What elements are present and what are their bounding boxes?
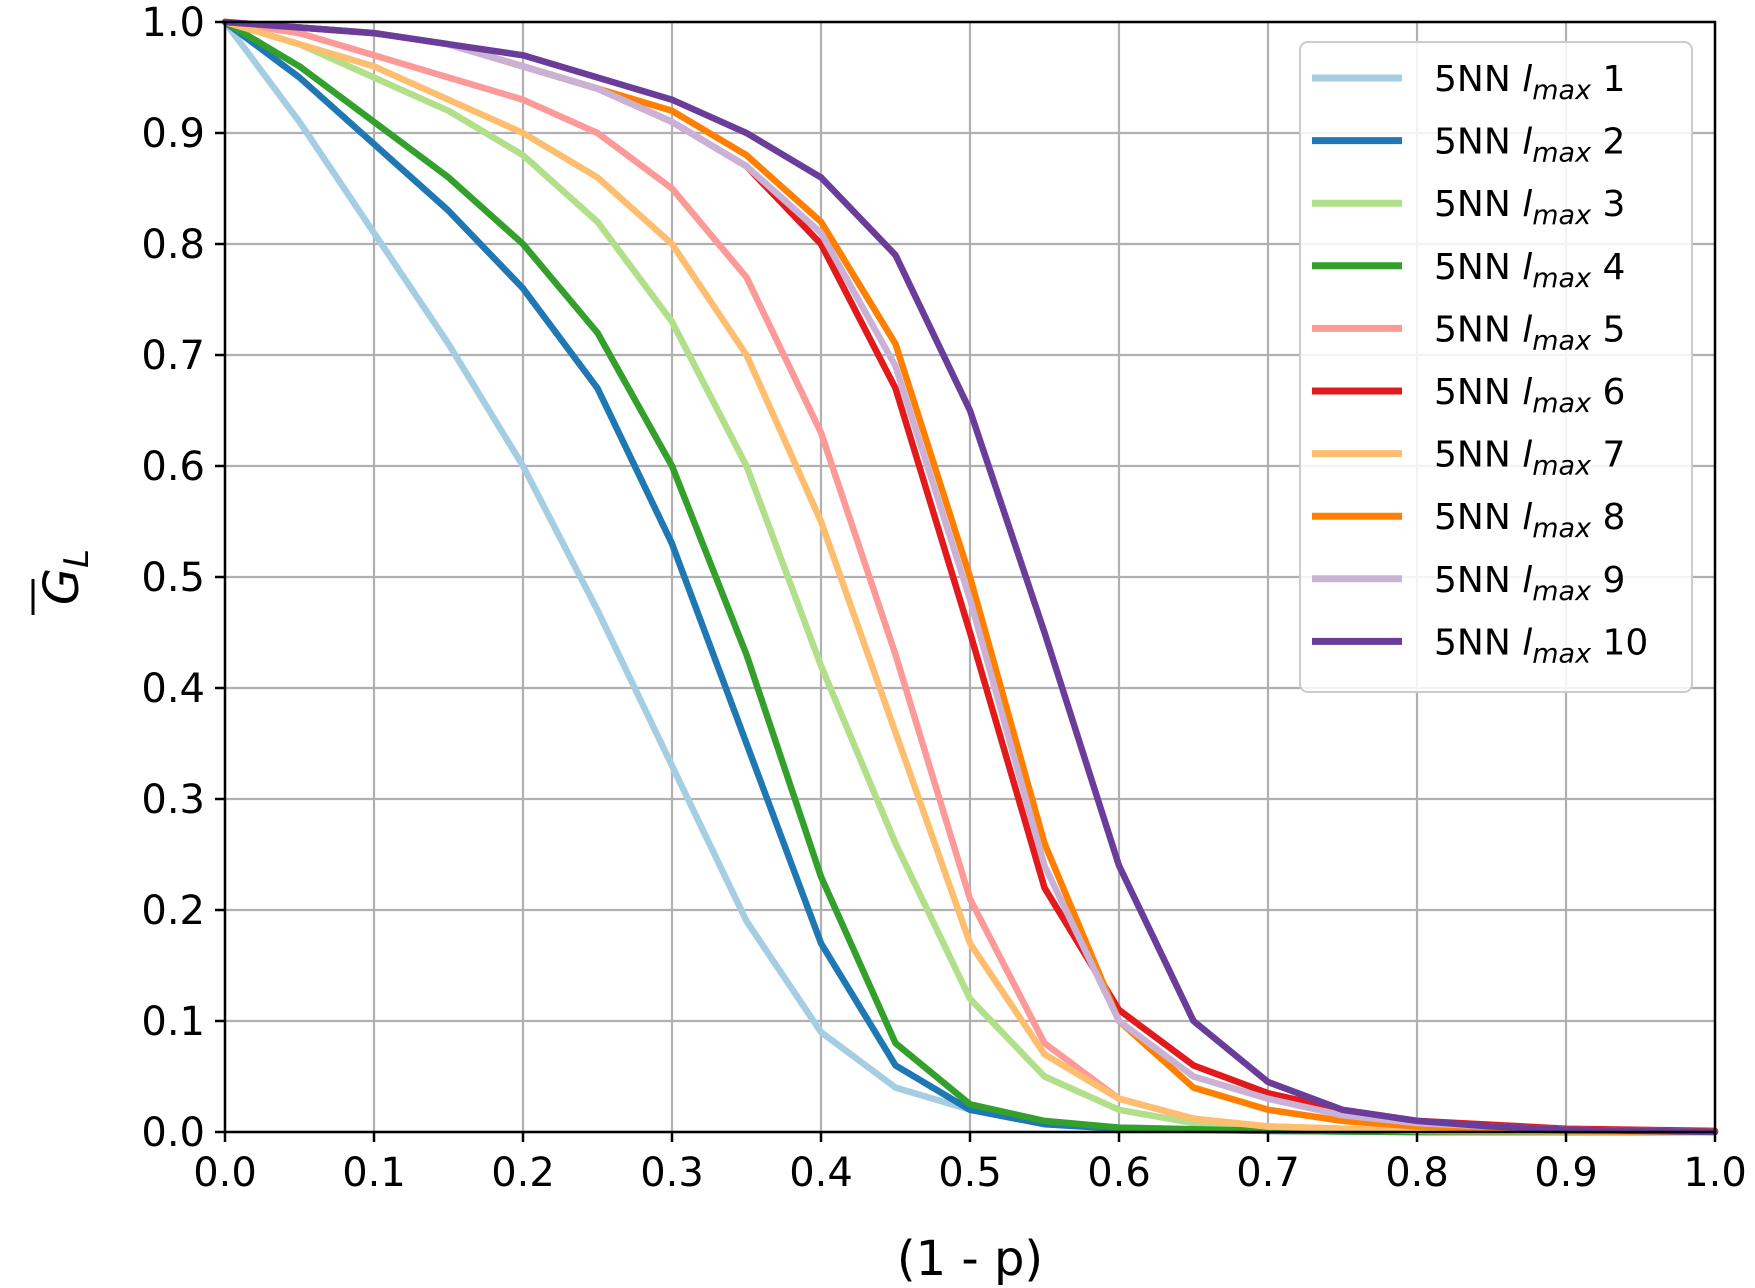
legend-label-suffix: 1: [1591, 59, 1625, 100]
x-tick-label: 0.7: [1236, 1150, 1300, 1196]
legend-label-sub: max: [1532, 638, 1592, 669]
legend-label-sub: max: [1532, 325, 1592, 356]
legend-label-main: l: [1522, 435, 1532, 476]
legend-label-main: l: [1522, 622, 1532, 663]
legend-label-main: l: [1522, 497, 1532, 538]
legend-label-suffix: 8: [1591, 497, 1625, 538]
series-line-7: [221, 18, 1719, 1136]
legend-label-suffix: 9: [1591, 560, 1625, 601]
x-tick-label: 0.6: [1087, 1150, 1151, 1196]
legend-label-suffix: 6: [1591, 372, 1625, 413]
y-tick-label: 0.0: [141, 1110, 205, 1156]
legend-label-sub: max: [1532, 388, 1592, 419]
legend-label-prefix: 5NN: [1434, 247, 1522, 288]
y-axis-label-sub: L: [57, 549, 97, 568]
y-tick-label: 0.9: [141, 111, 205, 157]
legend-label-4: 5NN lmax 4: [1434, 247, 1625, 294]
series-layer: [221, 18, 1719, 1136]
x-tick-label: 0.0: [193, 1150, 257, 1196]
legend-label-suffix: 3: [1591, 184, 1625, 225]
y-tick-label: 0.6: [141, 444, 205, 490]
legend-label-sub: max: [1532, 138, 1592, 169]
y-tick-label: 0.8: [141, 222, 205, 268]
legend-label-prefix: 5NN: [1434, 622, 1522, 663]
svg-text:GL: GL: [34, 549, 97, 605]
x-tick-label: 0.9: [1534, 1150, 1598, 1196]
x-tick-label: 0.2: [491, 1150, 555, 1196]
legend-label-main: l: [1522, 184, 1532, 225]
x-tick-label: 1.0: [1683, 1150, 1747, 1196]
y-tick-label: 0.3: [141, 777, 205, 823]
x-tick-label: 0.1: [342, 1150, 406, 1196]
legend-label-prefix: 5NN: [1434, 122, 1522, 163]
y-tick-label: 0.7: [141, 333, 205, 379]
legend-label-prefix: 5NN: [1434, 372, 1522, 413]
y-axis-label-main: G: [34, 568, 90, 605]
x-tick-label: 0.5: [938, 1150, 1002, 1196]
legend-label-sub: max: [1532, 451, 1592, 482]
x-axis-label: (1 - p): [897, 1231, 1043, 1287]
x-tick-label: 0.4: [789, 1150, 853, 1196]
series-line-10: [221, 18, 1719, 1136]
legend-label-prefix: 5NN: [1434, 59, 1522, 100]
legend-label-7: 5NN lmax 7: [1434, 435, 1625, 482]
legend-label-sub: max: [1532, 263, 1592, 294]
x-tick-label: 0.3: [640, 1150, 704, 1196]
legend-label-3: 5NN lmax 3: [1434, 184, 1625, 231]
legend-label-sub: max: [1532, 200, 1592, 231]
legend-label-prefix: 5NN: [1434, 560, 1522, 601]
legend-label-8: 5NN lmax 8: [1434, 497, 1625, 544]
series-line-4: [221, 18, 1719, 1136]
legend-label-10: 5NN lmax 10: [1434, 622, 1648, 669]
y-tick-label: 0.4: [141, 666, 205, 712]
series-line-3: [221, 18, 1719, 1136]
legend-label-main: l: [1522, 59, 1532, 100]
x-tick-label: 0.8: [1385, 1150, 1449, 1196]
legend-label-prefix: 5NN: [1434, 435, 1522, 476]
legend-label-1: 5NN lmax 1: [1434, 59, 1625, 106]
legend-label-main: l: [1522, 247, 1532, 288]
legend-label-main: l: [1522, 122, 1532, 163]
legend-label-suffix: 7: [1591, 435, 1625, 476]
legend-label-sub: max: [1532, 75, 1592, 106]
legend-label-9: 5NN lmax 9: [1434, 560, 1625, 607]
legend-label-prefix: 5NN: [1434, 184, 1522, 225]
y-tick-label: 0.1: [141, 999, 205, 1045]
legend-label-6: 5NN lmax 6: [1434, 372, 1625, 419]
legend-label-suffix: 5: [1591, 309, 1625, 350]
legend-label-main: l: [1522, 560, 1532, 601]
y-axis-ticks: 0.0 0.1 0.2 0.3 0.4 0.5 0.6 0.7 0.8 0.9 1.0: [141, 0, 225, 1156]
x-axis-ticks: 0.0 0.1 0.2 0.3 0.4 0.5 0.6 0.7 0.8 0.9 1.0: [193, 1132, 1747, 1196]
legend-label-sub: max: [1532, 513, 1592, 544]
y-tick-label: 1.0: [141, 0, 205, 46]
legend-label-main: l: [1522, 372, 1532, 413]
legend-label-main: l: [1522, 309, 1532, 350]
legend-label-5: 5NN lmax 5: [1434, 309, 1625, 356]
legend-label-prefix: 5NN: [1434, 497, 1522, 538]
legend-label-sub: max: [1532, 576, 1592, 607]
legend-label-suffix: 10: [1591, 622, 1648, 663]
legend-label-2: 5NN lmax 2: [1434, 122, 1625, 169]
y-axis-label: GL: [31, 549, 97, 615]
legend-label-prefix: 5NN: [1434, 309, 1522, 350]
legend-label-suffix: 4: [1591, 247, 1625, 288]
legend-label-suffix: 2: [1591, 122, 1625, 163]
y-tick-label: 0.2: [141, 888, 205, 934]
y-tick-label: 0.5: [141, 555, 205, 601]
